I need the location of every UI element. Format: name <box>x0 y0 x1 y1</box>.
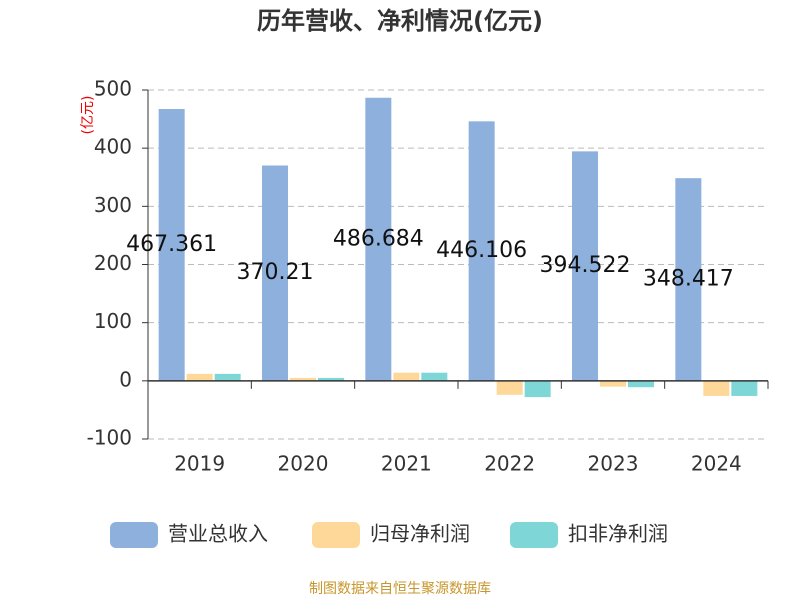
y-tick-label: 0 <box>119 367 132 391</box>
y-axis-label: (亿元) <box>80 96 96 135</box>
bar <box>600 380 626 387</box>
data-label: 486.684 <box>333 226 424 251</box>
x-tick-label: 2024 <box>691 452 742 476</box>
y-tick-label: 100 <box>94 309 132 333</box>
bar <box>731 380 758 396</box>
bar <box>628 380 654 388</box>
legend-label: 归母净利润 <box>370 522 470 546</box>
bar <box>468 121 495 381</box>
bar <box>290 377 316 381</box>
data-label: 348.417 <box>643 267 734 292</box>
bar <box>158 108 185 381</box>
bar <box>675 178 702 381</box>
legend-label: 扣非净利润 <box>568 522 668 546</box>
bar <box>186 373 213 381</box>
bar <box>365 97 392 381</box>
y-tick-label: -100 <box>87 426 132 450</box>
bar <box>318 377 344 381</box>
y-tick-label: 500 <box>94 77 132 101</box>
y-tick-label: 300 <box>94 193 132 217</box>
legend-label: 营业总收入 <box>168 522 268 546</box>
y-tick-label: 200 <box>94 251 132 275</box>
bar <box>393 372 420 381</box>
source-note: 制图数据来自恒生聚源数据库 <box>309 581 491 597</box>
x-tick-label: 2022 <box>484 452 535 476</box>
x-tick-label: 2020 <box>278 452 329 476</box>
bar <box>703 380 730 396</box>
bar <box>572 151 598 381</box>
bar <box>496 380 523 395</box>
x-tick-label: 2019 <box>174 452 225 476</box>
x-tick-label: 2023 <box>588 452 639 476</box>
bar <box>214 373 241 381</box>
legend-swatch <box>312 522 360 548</box>
bar <box>421 372 448 381</box>
data-label: 467.361 <box>126 232 217 257</box>
data-label: 370.21 <box>237 260 314 285</box>
bar <box>524 380 551 398</box>
y-tick-label: 400 <box>94 135 132 159</box>
chart-title: 历年营收、净利情况(亿元) <box>257 7 543 35</box>
x-tick-label: 2021 <box>381 452 432 476</box>
data-label: 446.106 <box>436 238 527 263</box>
legend-swatch <box>110 522 158 548</box>
legend-swatch <box>510 522 558 548</box>
data-label: 394.522 <box>540 253 631 278</box>
bar <box>262 165 288 381</box>
